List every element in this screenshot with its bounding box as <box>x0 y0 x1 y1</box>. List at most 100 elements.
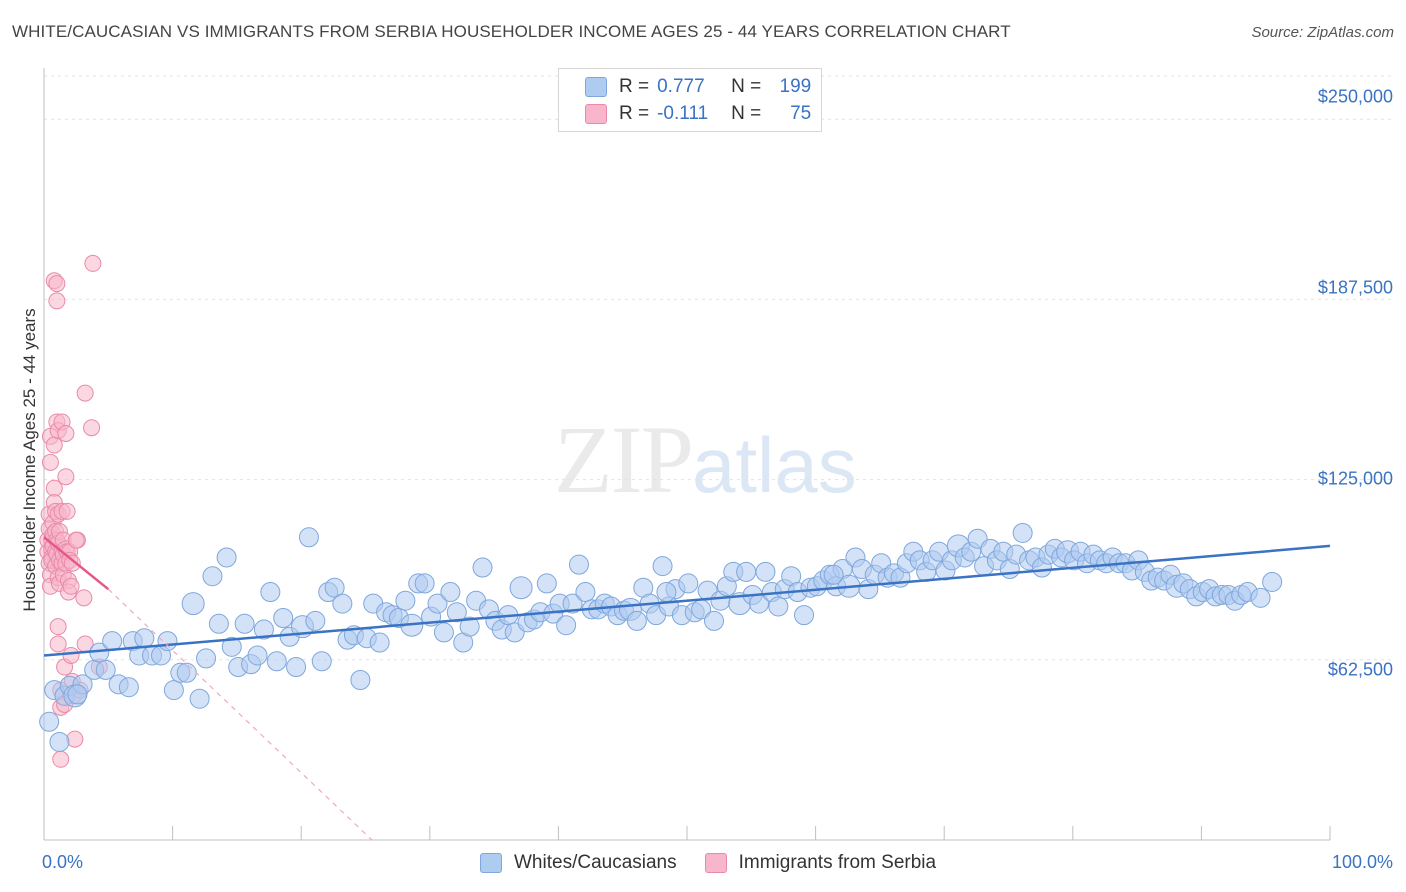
legend-row-whites: R = 0.777 N = 199 <box>585 75 811 99</box>
legend-n-value: 75 <box>790 103 812 124</box>
source-label: Source: ZipAtlas.com <box>1251 24 1394 41</box>
series-immigrants-from-serbia <box>39 254 108 768</box>
data-point-whites <box>755 561 776 582</box>
data-point-whites <box>562 593 583 614</box>
legend-label-serbia: Immigrants from Serbia <box>738 852 937 873</box>
watermark-atlas: atlas <box>692 421 857 509</box>
data-point-serbia <box>58 502 76 520</box>
legend-row-serbia: R = -0.111 N = 75 <box>585 102 811 126</box>
data-point-whites <box>163 680 184 701</box>
data-point-whites <box>704 610 725 631</box>
grid-lines <box>44 75 1395 661</box>
data-point-whites <box>427 593 448 614</box>
data-point-whites <box>216 547 237 568</box>
trend-lines <box>43 536 1331 841</box>
chart-title: WHITE/CAUCASIAN VS IMMIGRANTS FROM SERBI… <box>12 22 1011 41</box>
data-point-serbia <box>62 577 80 595</box>
data-point-whites <box>656 582 677 603</box>
data-point-serbia <box>49 618 67 636</box>
y-tick-label: $125,000 <box>1317 468 1393 489</box>
data-point-serbia <box>48 275 66 293</box>
data-point-whites <box>196 648 217 669</box>
legend-r-value: -0.111 <box>657 103 709 124</box>
data-point-whites <box>414 573 435 594</box>
y-axis-label: Householder Income Ages 25 - 44 years <box>20 308 39 612</box>
y-tick-label: $62,500 <box>1327 659 1393 680</box>
data-point-serbia <box>67 531 85 549</box>
legend-r-label: R = <box>619 103 650 124</box>
x-tick-label-min: 0.0% <box>42 852 84 872</box>
data-point-serbia <box>66 730 84 748</box>
data-point-whites <box>575 582 596 603</box>
y-tick-label: $187,500 <box>1317 277 1393 298</box>
data-point-whites <box>823 564 844 585</box>
data-point-whites <box>247 645 268 666</box>
data-point-serbia <box>48 292 66 310</box>
legend-r-value: 0.777 <box>657 76 705 97</box>
data-point-whites <box>472 557 493 578</box>
trend-line-serbia-extension <box>107 588 373 841</box>
data-point-whites <box>39 711 60 732</box>
data-point-whites <box>626 610 647 631</box>
data-point-whites <box>1250 587 1271 608</box>
data-point-serbia <box>76 384 94 402</box>
legend-swatch-pink <box>585 104 607 124</box>
data-point-whites <box>395 590 416 611</box>
data-point-serbia <box>75 589 93 607</box>
data-point-serbia <box>52 750 70 768</box>
data-point-whites <box>536 573 557 594</box>
legend-n-value: 199 <box>779 76 812 97</box>
data-point-serbia <box>41 453 59 471</box>
data-point-whites <box>1262 571 1283 592</box>
legend-swatch-blue <box>480 853 502 873</box>
trend-line-serbia <box>43 536 110 591</box>
x-tick-label-max: 100.0% <box>1331 852 1393 872</box>
data-point-whites <box>768 596 789 617</box>
y-tick-label: $250,000 <box>1317 86 1393 107</box>
data-point-whites <box>157 631 178 652</box>
data-point-whites <box>181 592 205 616</box>
data-point-serbia <box>62 646 80 664</box>
data-point-serbia <box>84 254 102 272</box>
legend-swatch-blue <box>585 77 607 97</box>
data-point-whites <box>332 593 353 614</box>
data-point-whites <box>260 582 281 603</box>
data-point-whites <box>208 613 229 634</box>
data-point-whites <box>568 554 589 575</box>
data-point-whites <box>305 610 326 631</box>
data-point-whites <box>652 556 673 577</box>
watermark-zip: ZIP <box>554 406 694 513</box>
data-point-whites <box>189 688 210 709</box>
watermark: ZIPatlas <box>554 404 857 515</box>
legend-item-serbia[interactable]: Immigrants from Serbia <box>704 852 937 874</box>
data-point-serbia <box>57 468 75 486</box>
data-point-whites <box>736 561 757 582</box>
data-point-whites <box>298 527 319 548</box>
data-point-whites <box>273 608 294 629</box>
correlation-legend: R = 0.777 N = 199 R = -0.111 N = 75 <box>558 68 822 132</box>
data-point-whites <box>446 602 467 623</box>
legend-label-whites: Whites/Caucasians <box>514 852 677 873</box>
data-point-whites <box>176 662 197 683</box>
data-point-serbia <box>49 635 67 653</box>
data-point-whites <box>234 613 255 634</box>
data-point-whites <box>102 631 123 652</box>
legend-n-label: N = <box>731 103 762 124</box>
legend-r-label: R = <box>619 76 650 97</box>
data-point-whites <box>459 616 480 637</box>
data-point-whites <box>678 573 699 594</box>
data-point-whites <box>221 636 242 657</box>
data-point-serbia <box>83 419 101 437</box>
data-point-serbia <box>57 424 75 442</box>
legend-n-label: N = <box>731 76 762 97</box>
data-point-whites <box>95 659 116 680</box>
data-point-whites <box>202 566 223 587</box>
data-point-whites <box>440 582 461 603</box>
data-point-whites <box>118 677 139 698</box>
data-point-serbia <box>63 554 81 572</box>
data-point-whites <box>369 632 390 653</box>
legend-item-whites[interactable]: Whites/Caucasians <box>480 852 677 874</box>
data-point-whites <box>49 731 70 752</box>
data-point-whites <box>266 651 287 672</box>
